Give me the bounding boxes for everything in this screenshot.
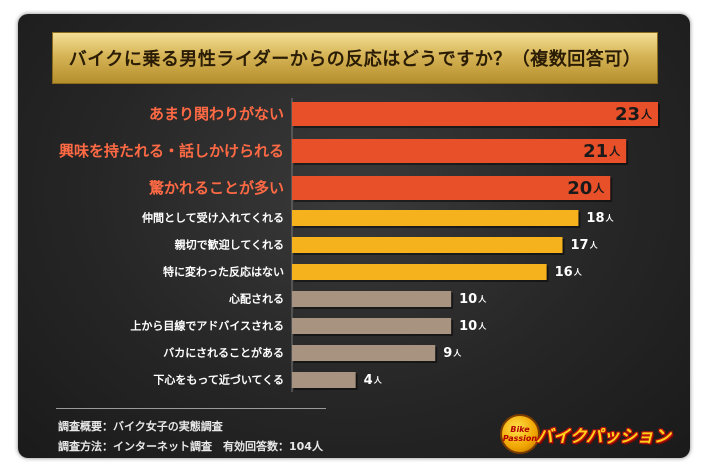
data-label: 23人 [615,104,653,125]
data-label: 4人 [364,373,383,388]
data-label: 10人 [459,292,487,307]
bar-2 [292,139,627,163]
title-banner: バイクに乗る男性ライダーからの反応はどうですか？（複数回答可） [52,32,658,84]
brand-logo-text: バイクパッション [536,427,671,447]
category-label: 驚かれることが多い [148,179,284,197]
bar-3 [292,176,611,200]
bar-4 [292,210,579,226]
data-label: 20人 [567,178,605,199]
data-label: 17人 [571,238,599,253]
category-label: あまり関わりがない [149,105,284,123]
category-label: バカにされることがある [163,346,284,360]
data-label: 18人 [586,211,614,226]
footer-divider [56,408,326,409]
category-label: 興味を持たれる・話しかけられる [59,142,284,160]
bar-8 [292,318,452,334]
category-label: 親切で歓迎してくれる [175,238,284,252]
bike-passion-logo-icon: Bike Passion [500,414,540,454]
chart-title: バイクに乗る男性ライダーからの反応はどうですか？（複数回答可） [68,49,642,70]
bar-5 [292,237,563,253]
category-label: 特に変わった反応はない [163,265,284,279]
data-label: 10人 [459,319,487,334]
survey-method-note: 調査方法：インターネット調査 有効回答数：104人 [58,440,323,453]
category-label: 上から目線でアドバイスされる [130,319,284,333]
bar-1 [292,102,658,126]
logo-badge-text: Bike Passion [502,425,538,443]
category-label: 下心をもって近づいてくる [153,373,284,387]
chart-panel: バイクに乗る男性ライダーからの反応はどうですか？（複数回答可） あまり関わりがな… [18,14,690,458]
data-label: 16人 [555,265,583,280]
bar-7 [292,291,452,307]
bar-10 [292,372,356,388]
category-label: 仲間として受け入れてくれる [142,211,284,225]
bar-9 [292,345,436,361]
category-label: 心配される [229,292,284,306]
survey-overview-note: 調査概要：バイク女子の実態調査 [58,420,223,433]
data-label: 9人 [443,346,462,361]
bar-6 [292,264,547,280]
data-label: 21人 [583,141,621,162]
